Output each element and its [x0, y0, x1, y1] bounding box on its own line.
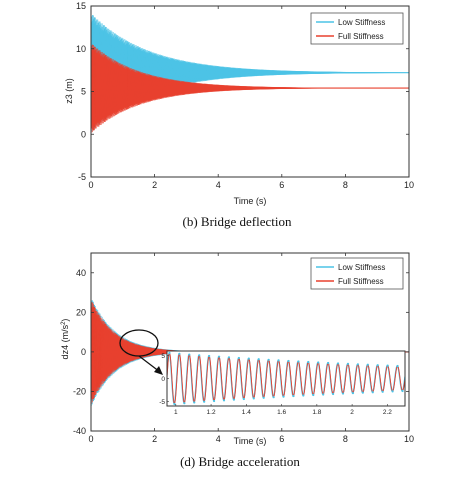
inset-marker [267, 358, 270, 361]
legend-entry-full: Full Stiffness [338, 32, 384, 41]
inset-marker [193, 401, 196, 404]
inset-marker [272, 396, 275, 399]
inset-marker [361, 391, 364, 394]
inset-marker [371, 391, 374, 394]
inset-marker [336, 362, 340, 365]
inset-marker [242, 397, 245, 401]
inset-marker [287, 359, 290, 363]
inset-x-tick-label: 1.2 [207, 409, 216, 416]
inset-y-tick-label: 0 [161, 376, 165, 383]
inset-x-tick-label: 1.6 [277, 409, 286, 416]
inset-marker [183, 402, 186, 405]
inset-marker [237, 356, 240, 360]
inset-marker [232, 398, 236, 401]
y-tick-label: 5 [81, 87, 86, 97]
inset-marker [386, 364, 389, 367]
y-tick-label: -20 [73, 386, 86, 396]
inset-marker [277, 359, 280, 362]
x-tick-label: 2 [152, 434, 157, 444]
y-tick-label: 40 [76, 268, 86, 278]
inset-marker [356, 363, 359, 366]
inset-y-tick-label: -5 [159, 399, 165, 406]
legend: Low Stiffness Full Stiffness [310, 12, 404, 45]
x-tick-label: 6 [279, 434, 284, 444]
legend-entry-low: Low Stiffness [338, 18, 385, 27]
x-tick-label: 8 [343, 180, 348, 190]
inset-y-tick-label: 5 [161, 353, 165, 360]
inset-marker [391, 390, 394, 393]
inset-marker [322, 393, 325, 396]
inset-marker [351, 391, 355, 395]
inset-marker [346, 362, 350, 366]
inset-x-tick-label: 2 [350, 409, 354, 416]
inset-marker [198, 354, 201, 357]
inset-marker [213, 399, 216, 403]
inset-marker [376, 364, 379, 367]
inset-marker [307, 360, 310, 364]
y-tick-label: -40 [73, 426, 86, 436]
inset-marker [247, 357, 250, 360]
inset-series-full [167, 352, 405, 405]
x-tick-label: 4 [216, 180, 221, 190]
x-tick-label: 8 [343, 434, 348, 444]
inset-marker [381, 390, 384, 393]
inset-marker [252, 397, 255, 400]
inset-marker [188, 353, 191, 356]
inset-marker [173, 402, 176, 406]
legend: Low Stiffness Full Stiffness [310, 257, 404, 290]
inset-marker [327, 361, 330, 365]
inset-marker [366, 363, 369, 366]
y-tick-label: 20 [76, 307, 86, 317]
caption: (d) Bridge acceleration [180, 454, 300, 469]
y-tick-label: 10 [76, 44, 86, 54]
inset-marker [217, 355, 221, 358]
x-tick-label: 10 [404, 434, 414, 444]
zoom-arrowhead [154, 366, 163, 375]
inset-marker [302, 394, 305, 397]
inset-marker [312, 393, 315, 397]
inset-marker [262, 396, 265, 399]
x-tick-label: 6 [279, 180, 284, 190]
inset-marker [227, 356, 231, 359]
y-axis-label: z3 (m) [64, 78, 74, 104]
x-tick-label: 2 [152, 180, 157, 190]
inset-marker [341, 392, 345, 395]
inset-x-tick-label: 2.2 [383, 409, 392, 416]
inset-marker [282, 395, 285, 398]
inset-marker [203, 400, 206, 403]
inset-x-tick-label: 1.8 [312, 409, 321, 416]
inset-x-tick-label: 1.4 [242, 409, 251, 416]
y-tick-label: 0 [81, 129, 86, 139]
legend-entry-low: Low Stiffness [338, 263, 385, 272]
inset-marker [222, 399, 226, 402]
inset-marker [297, 360, 300, 363]
x-axis-label: Time (s) [234, 196, 267, 206]
x-tick-label: 10 [404, 180, 414, 190]
inset-marker [317, 361, 320, 364]
inset-marker [178, 352, 181, 355]
inset-marker [396, 364, 399, 368]
inset-marker [401, 389, 404, 393]
x-axis-label: Time (s) [234, 436, 267, 446]
inset-marker [332, 392, 335, 396]
y-axis-label: dz4 (m/s2) [60, 319, 70, 360]
x-tick-label: 4 [216, 434, 221, 444]
inset-marker [257, 358, 260, 361]
y-tick-label: 15 [76, 1, 86, 11]
y-tick-label: -5 [78, 172, 86, 182]
inset-marker [208, 354, 211, 358]
inset-marker [292, 394, 295, 398]
caption: (b) Bridge deflection [182, 214, 292, 229]
inset-zoom: 1 1.2 1.4 1.6 1.8 2 2.2 5 0 -5 [159, 350, 406, 416]
legend-entry-full: Full Stiffness [338, 277, 384, 286]
y-tick-label: 0 [81, 347, 86, 357]
inset-x-tick-label: 1 [174, 409, 178, 416]
inset-marker [168, 351, 171, 355]
x-tick-label: 0 [88, 180, 93, 190]
plot-frame [90, 252, 410, 432]
x-tick-label: 0 [88, 434, 93, 444]
